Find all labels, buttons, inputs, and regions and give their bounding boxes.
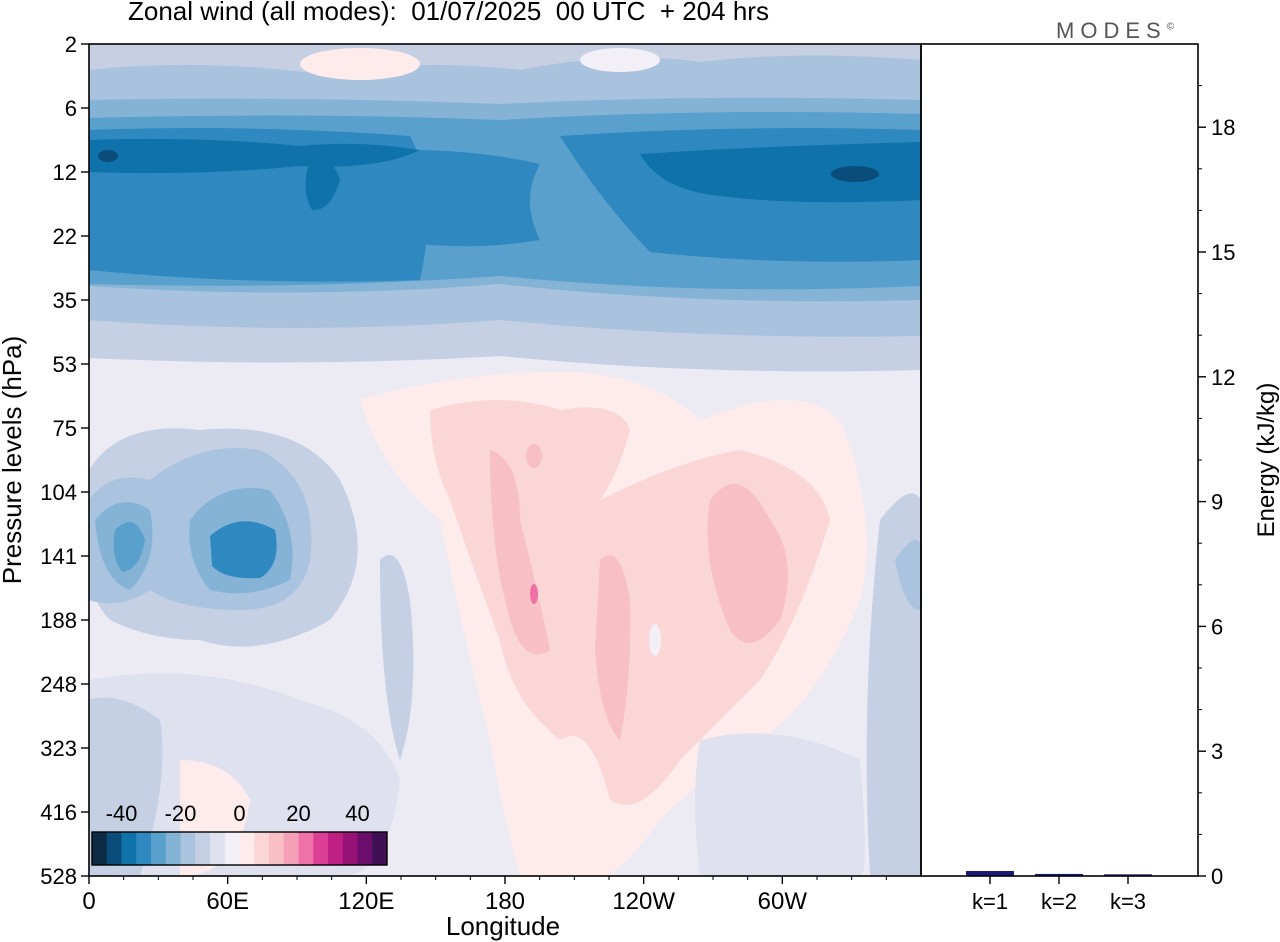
y-tick-label: 6 <box>65 96 77 121</box>
colorbar-swatch <box>357 832 373 865</box>
zonal-wind-heatmap <box>89 44 921 876</box>
colorbar-swatch <box>136 832 152 865</box>
colorbar-swatch <box>313 832 329 865</box>
colorbar-swatch <box>342 832 358 865</box>
energy-tick-label: 3 <box>1211 739 1223 764</box>
energy-bar-panel <box>966 871 1152 876</box>
energy-tick-label: 12 <box>1211 365 1235 390</box>
y-tick-label: 248 <box>40 672 77 697</box>
modes-logo: MODES© <box>1056 18 1174 44</box>
energy-bar <box>1035 873 1083 876</box>
colorbar-swatch <box>224 832 240 865</box>
energy-tick-label: 6 <box>1211 614 1223 639</box>
x-tick-label: 180 <box>485 888 525 915</box>
y-tick-label: 22 <box>53 224 77 249</box>
y-tick-label: 75 <box>53 416 77 441</box>
x-tick-label: 60W <box>758 888 808 915</box>
colorbar-tick-label: -20 <box>165 801 197 826</box>
colorbar-swatch <box>210 832 226 865</box>
axes-layer: 0 60E 120E 180 120W 60W2612223553751041411882… <box>40 32 1235 915</box>
y-tick-label: 416 <box>40 800 77 825</box>
colorbar-swatch <box>372 832 388 865</box>
x-axis-label: Longitude <box>446 911 560 941</box>
y-tick-label: 323 <box>40 736 77 761</box>
energy-tick-label: 15 <box>1211 240 1235 265</box>
energy-bar <box>966 871 1014 876</box>
colorbar-tick-label: -40 <box>106 801 138 826</box>
colorbar-swatch <box>180 832 196 865</box>
y-tick-label: 528 <box>40 864 77 889</box>
colorbar-tick-label: 40 <box>345 801 369 826</box>
colorbar-swatch <box>283 832 299 865</box>
colorbar-swatch <box>239 832 255 865</box>
copyright-mark: © <box>1166 21 1175 33</box>
y-tick-label: 2 <box>65 32 77 57</box>
y-tick-label: 141 <box>40 544 77 569</box>
colorbar-swatch <box>121 832 137 865</box>
bar-category-label: k=3 <box>1110 889 1146 914</box>
colorbar-swatch <box>328 832 344 865</box>
y-axis-label: Pressure levels (hPa) <box>0 336 27 585</box>
colorbar-swatch <box>269 832 285 865</box>
energy-tick-label: 0 <box>1211 864 1223 889</box>
bar-category-label: k=2 <box>1041 889 1077 914</box>
colorbar-swatch <box>195 832 211 865</box>
x-tick-label: 120W <box>612 888 675 915</box>
bar-category-label: k=1 <box>972 889 1008 914</box>
x-tick-label: 60E <box>206 888 249 915</box>
y-tick-label: 53 <box>53 352 77 377</box>
bar-frame <box>920 43 1199 877</box>
colorbar-tick-label: 20 <box>286 801 310 826</box>
energy-axis-label: Energy (kJ/kg) <box>1253 383 1280 538</box>
colorbar-swatch <box>92 832 108 865</box>
colorbar-swatch <box>151 832 167 865</box>
colorbar-swatch <box>254 832 270 865</box>
x-tick-label: 0 <box>82 888 95 915</box>
y-tick-label: 35 <box>53 288 77 313</box>
colorbar-frame <box>91 831 388 866</box>
chart-title: Zonal wind (all modes): 01/07/2025 00 UT… <box>128 0 769 26</box>
energy-tick-label: 18 <box>1211 115 1235 140</box>
energy-tick-label: 9 <box>1211 490 1223 515</box>
y-tick-label: 188 <box>40 608 77 633</box>
x-tick-label: 120E <box>338 888 394 915</box>
colorbar-tick-label: 0 <box>233 801 245 826</box>
colorbar-swatch <box>106 832 122 865</box>
colorbar-swatch <box>298 832 314 865</box>
modes-logo-text: MODES <box>1056 18 1167 43</box>
colorbar-legend: -40 -20 0 20 40 <box>91 801 388 866</box>
y-tick-label: 104 <box>40 480 77 505</box>
colorbar-swatch <box>165 832 181 865</box>
energy-bar <box>1104 874 1152 876</box>
y-tick-label: 12 <box>53 160 77 185</box>
